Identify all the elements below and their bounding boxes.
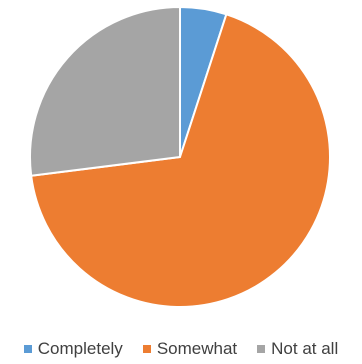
pie-slice-not-at-all — [29, 6, 181, 177]
legend-item-not-at-all: Not at all — [257, 339, 338, 359]
legend-item-completely: Completely — [23, 339, 123, 359]
pie-slice-somewhat — [30, 13, 331, 308]
legend-item-somewhat: Somewhat — [142, 339, 238, 359]
legend: Completely Somewhat Not at all — [0, 338, 362, 360]
legend-swatch-somewhat — [142, 345, 151, 353]
legend-label-somewhat: Somewhat — [156, 339, 238, 358]
legend-label-not-at-all: Not at all — [271, 339, 339, 358]
legend-swatch-completely — [23, 345, 32, 353]
legend-swatch-not-at-all — [257, 345, 266, 353]
legend-label-completely: Completely — [37, 339, 123, 358]
pie-chart — [29, 6, 331, 308]
